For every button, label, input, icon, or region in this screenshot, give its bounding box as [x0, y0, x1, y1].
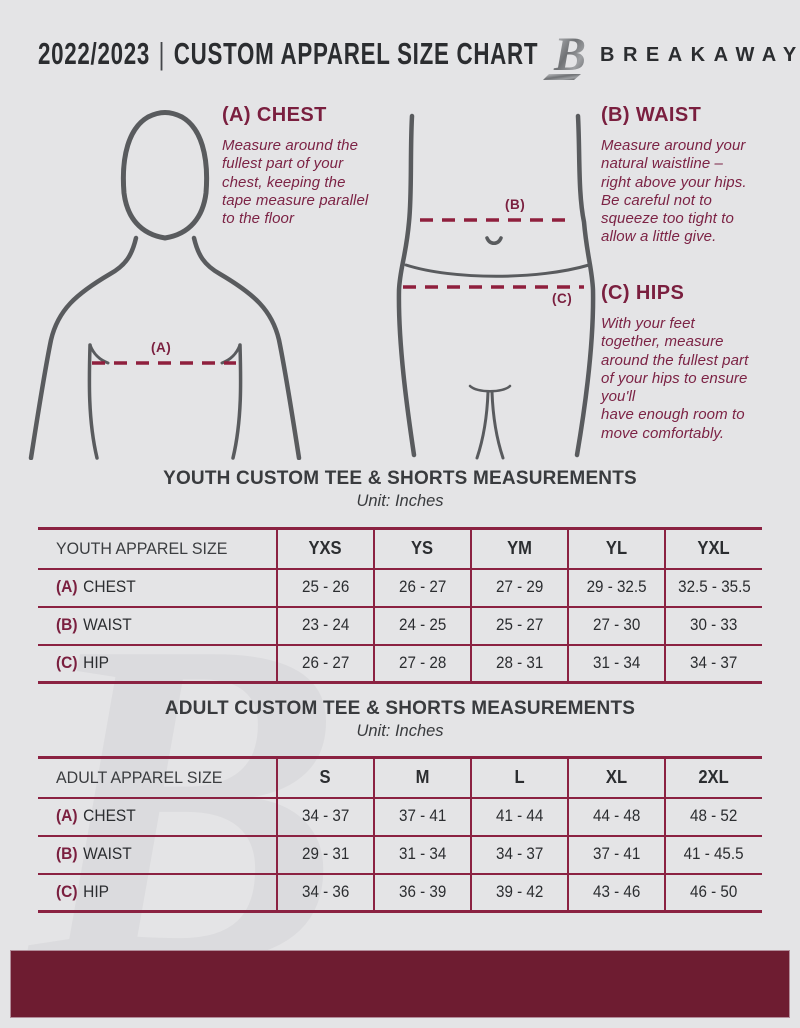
youth-header-row: YOUTH APPAREL SIZE YXS YS YM YL YXL — [38, 528, 762, 569]
table-cell: 34 - 36 — [275, 872, 374, 912]
table-cell: 36 - 39 — [372, 872, 471, 912]
adult-size-table: ADULT APPAREL SIZE S M L XL 2XL (A) CHEST… — [38, 756, 762, 913]
waist-instruction-heading: (B) WAIST — [601, 104, 702, 126]
upper-body-figure — [28, 110, 302, 460]
table-cell: 31 - 34 — [566, 643, 665, 683]
adult-waist-row: (B) WAIST 29 - 31 31 - 34 34 - 37 37 - 41… — [38, 834, 762, 874]
table-cell: 34 - 37 — [663, 643, 762, 683]
figure-navel — [485, 236, 503, 245]
figure-right-inner-leg — [490, 390, 505, 460]
table-cell: 27 - 29 — [469, 567, 568, 607]
table-cell: 41 - 45.5 — [663, 834, 762, 874]
adult-size-label-cell: ADULT APPAREL SIZE — [56, 767, 223, 787]
table-cell: 26 - 27 — [275, 643, 374, 683]
figure-right-inner-arm — [231, 343, 243, 460]
lower-body-figure — [396, 113, 596, 460]
row-label-cell: (B) WAIST — [38, 605, 277, 645]
brand-logo-icon: B — [543, 28, 586, 81]
title-main: CUSTOM APPAREL SIZE CHART — [173, 36, 539, 71]
table-cell: 27 - 28 — [372, 643, 471, 683]
table-cell: 31 - 34 — [372, 834, 471, 874]
youth-size-table: YOUTH APPAREL SIZE YXS YS YM YL YXL (A) C… — [38, 527, 762, 684]
adult-size-s: S — [275, 757, 374, 798]
table-cell: 30 - 33 — [663, 605, 762, 645]
figure-right-side — [574, 113, 596, 458]
adult-size-l: L — [469, 757, 568, 798]
title-year: 2022/2023 — [38, 36, 150, 71]
table-cell: 39 - 42 — [469, 872, 568, 912]
youth-waist-row: (B) WAIST 23 - 24 24 - 25 25 - 27 27 - 30… — [38, 605, 762, 645]
title-divider: | — [158, 36, 166, 71]
figure-left-inner-arm — [87, 343, 99, 460]
figure-hip-curve — [404, 263, 591, 278]
figure-head — [120, 110, 210, 241]
hips-instruction: (C) HIPS With your feet together, measur… — [601, 282, 786, 443]
chest-instruction-heading: (A) CHEST — [222, 104, 327, 126]
adult-size-m: M — [372, 757, 471, 798]
table-cell: 37 - 41 — [372, 796, 471, 836]
adult-size-2xl: 2XL — [663, 757, 762, 798]
hips-line-label: (C) — [552, 291, 573, 306]
waist-line-label: (B) — [505, 197, 526, 212]
table-cell: 25 - 26 — [275, 567, 374, 607]
table-cell: 26 - 27 — [372, 567, 471, 607]
youth-size-yxl: YXL — [663, 528, 762, 569]
adult-header-row: ADULT APPAREL SIZE S M L XL 2XL — [38, 757, 762, 798]
table-cell: 48 - 52 — [663, 796, 762, 836]
adult-hip-row: (C) HIP 34 - 36 36 - 39 39 - 42 43 - 46 4… — [38, 872, 762, 912]
table-cell: 28 - 31 — [469, 643, 568, 683]
waist-instruction: (B) WAIST Measure around your natural wa… — [601, 104, 786, 247]
footer-accent-bar — [10, 950, 790, 1018]
figure-left-armpit — [88, 343, 110, 365]
row-label-cell: (A) CHEST — [38, 567, 277, 607]
table-cell: 24 - 25 — [372, 605, 471, 645]
row-label-cell: (B) WAIST — [38, 834, 277, 874]
adult-chest-row: (A) CHEST 34 - 37 37 - 41 41 - 44 44 - 48… — [38, 796, 762, 836]
figure-left-inner-leg — [475, 390, 490, 460]
youth-size-yxs: YXS — [275, 528, 374, 569]
adult-size-xl: XL — [566, 757, 665, 798]
table-cell: 25 - 27 — [469, 605, 568, 645]
adult-table-unit: Unit: Inches — [356, 722, 444, 740]
youth-size-yl: YL — [566, 528, 665, 569]
youth-size-ys: YS — [372, 528, 471, 569]
youth-table-unit: Unit: Inches — [356, 492, 444, 510]
table-cell: 32.5 - 35.5 — [663, 567, 762, 607]
hips-instruction-heading: (C) HIPS — [601, 282, 685, 304]
chest-instruction-body: Measure around the fullest part of your … — [222, 137, 369, 228]
chest-line-label: (A) — [151, 340, 172, 355]
table-cell: 37 - 41 — [566, 834, 665, 874]
youth-size-ym: YM — [469, 528, 568, 569]
table-cell: 41 - 44 — [469, 796, 568, 836]
row-label-cell: (C) HIP — [38, 872, 277, 912]
hips-instruction-body: With your feet together, measure around … — [601, 315, 749, 442]
figure-right-armpit — [220, 343, 242, 365]
youth-chest-row: (A) CHEST 25 - 26 26 - 27 27 - 29 29 - 32… — [38, 567, 762, 607]
figure-crotch — [468, 384, 512, 393]
table-cell: 27 - 30 — [566, 605, 665, 645]
table-cell: 23 - 24 — [275, 605, 374, 645]
svg-text:B: B — [553, 28, 586, 81]
table-cell: 46 - 50 — [663, 872, 762, 912]
page-title: 2022/2023 | CUSTOM APPAREL SIZE CHART — [38, 36, 538, 72]
table-cell: 43 - 46 — [566, 872, 665, 912]
table-cell: 29 - 32.5 — [566, 567, 665, 607]
youth-size-label-cell: YOUTH APPAREL SIZE — [56, 538, 228, 558]
figure-right-shoulder-arm — [191, 235, 302, 460]
brand-name: BREAKAWAY — [600, 44, 800, 66]
figure-left-shoulder-arm — [28, 235, 139, 460]
waist-instruction-body: Measure around your natural waistline – … — [601, 137, 747, 246]
youth-table-title: YOUTH CUSTOM TEE & SHORTS MEASUREMENTS — [163, 468, 637, 489]
table-cell: 44 - 48 — [566, 796, 665, 836]
table-cell: 29 - 31 — [275, 834, 374, 874]
chest-instruction: (A) CHEST Measure around the fullest par… — [222, 104, 407, 228]
youth-hip-row: (C) HIP 26 - 27 27 - 28 28 - 31 31 - 34 3… — [38, 643, 762, 683]
row-label-cell: (A) CHEST — [38, 796, 277, 836]
table-cell: 34 - 37 — [469, 834, 568, 874]
table-cell: 34 - 37 — [275, 796, 374, 836]
adult-table-title: ADULT CUSTOM TEE & SHORTS MEASUREMENTS — [164, 698, 636, 719]
figure-left-side — [396, 113, 417, 458]
row-label-cell: (C) HIP — [38, 643, 277, 683]
